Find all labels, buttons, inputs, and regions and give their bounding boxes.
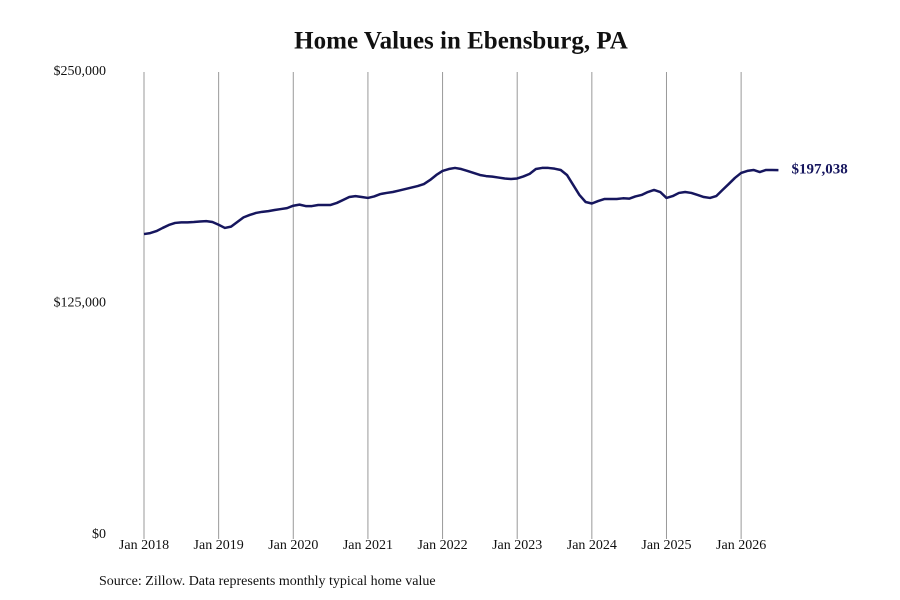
x-tick-label: Jan 2024 <box>567 538 617 553</box>
series-line <box>143 166 779 236</box>
y-tick-label: $0 <box>92 527 106 542</box>
x-tick-label: Jan 2021 <box>343 538 393 553</box>
x-tick-label: Jan 2025 <box>641 538 691 553</box>
source-note: Source: Zillow. Data represents monthly … <box>99 574 436 589</box>
x-tick-label: Jan 2020 <box>268 538 318 553</box>
x-tick-label: Jan 2022 <box>417 538 467 553</box>
x-tick-label: Jan 2019 <box>194 538 244 553</box>
x-tick-label: Jan 2023 <box>492 538 542 553</box>
end-label: $197,038 <box>791 162 847 178</box>
x-tick-label: Jan 2026 <box>716 538 766 553</box>
chart-title: Home Values in Ebensburg, PA <box>294 28 628 55</box>
x-tick-label: Jan 2018 <box>119 538 169 553</box>
y-tick-label: $250,000 <box>54 64 107 79</box>
y-tick-label: $125,000 <box>54 296 107 311</box>
